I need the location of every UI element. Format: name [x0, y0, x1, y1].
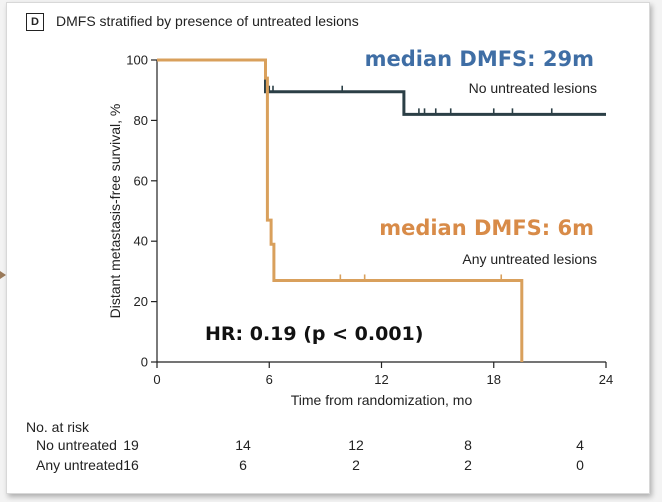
- risk-value: 2: [464, 457, 472, 473]
- risk-value: 6: [239, 457, 247, 473]
- risk-value: 2: [352, 457, 360, 473]
- x-tick-label: 0: [153, 372, 160, 387]
- series-line-any-untreated: [157, 58, 524, 362]
- x-tick-label: 12: [374, 372, 388, 387]
- risk-value: 4: [576, 437, 584, 453]
- risk-table-title: No. at risk: [26, 419, 90, 435]
- y-tick-label: 0: [141, 355, 148, 370]
- side-arrow-icon: [0, 271, 6, 279]
- risk-row-label-no-untreated: No untreated: [36, 437, 117, 453]
- risk-row-label-any-untreated: Any untreated: [36, 457, 124, 473]
- x-tick-label: 24: [599, 372, 613, 387]
- risk-value: 12: [348, 437, 364, 453]
- y-tick-label: 80: [134, 113, 148, 128]
- risk-value: 16: [123, 457, 139, 473]
- panel-title: DMFS stratified by presence of untreated…: [56, 13, 359, 29]
- risk-value: 19: [123, 437, 139, 453]
- risk-value: 0: [576, 457, 584, 473]
- risk-value: 14: [235, 437, 251, 453]
- hazard-ratio-annotation: HR: 0.19 (p < 0.001): [205, 323, 423, 345]
- y-tick-label: 20: [134, 294, 148, 309]
- y-tick-label: 40: [134, 234, 148, 249]
- figure-card: [6, 2, 650, 494]
- y-tick-label: 100: [126, 53, 148, 68]
- x-axis-label: Time from randomization, mo: [291, 392, 473, 408]
- annotation-layer: median DMFS: 29m No untreated lesions me…: [205, 47, 597, 345]
- series-layer: [157, 58, 606, 362]
- x-tick-label: 6: [266, 372, 273, 387]
- axes-layer: 0 20 40 60 80 100 0 6 12 18 24 Time from randomizat…: [107, 53, 613, 409]
- risk-value: 8: [464, 437, 472, 453]
- y-tick-label: 60: [134, 173, 148, 188]
- y-axis-label: Distant metastasis-free survival, %: [107, 104, 123, 319]
- panel-letter-box: D: [26, 13, 44, 31]
- median-no-untreated-annotation: median DMFS: 29m: [365, 47, 594, 71]
- x-tick-label: 18: [487, 372, 501, 387]
- any-untreated-group-label: Any untreated lesions: [462, 251, 597, 267]
- median-any-untreated-annotation: median DMFS: 6m: [379, 216, 594, 240]
- no-untreated-group-label: No untreated lesions: [469, 80, 597, 96]
